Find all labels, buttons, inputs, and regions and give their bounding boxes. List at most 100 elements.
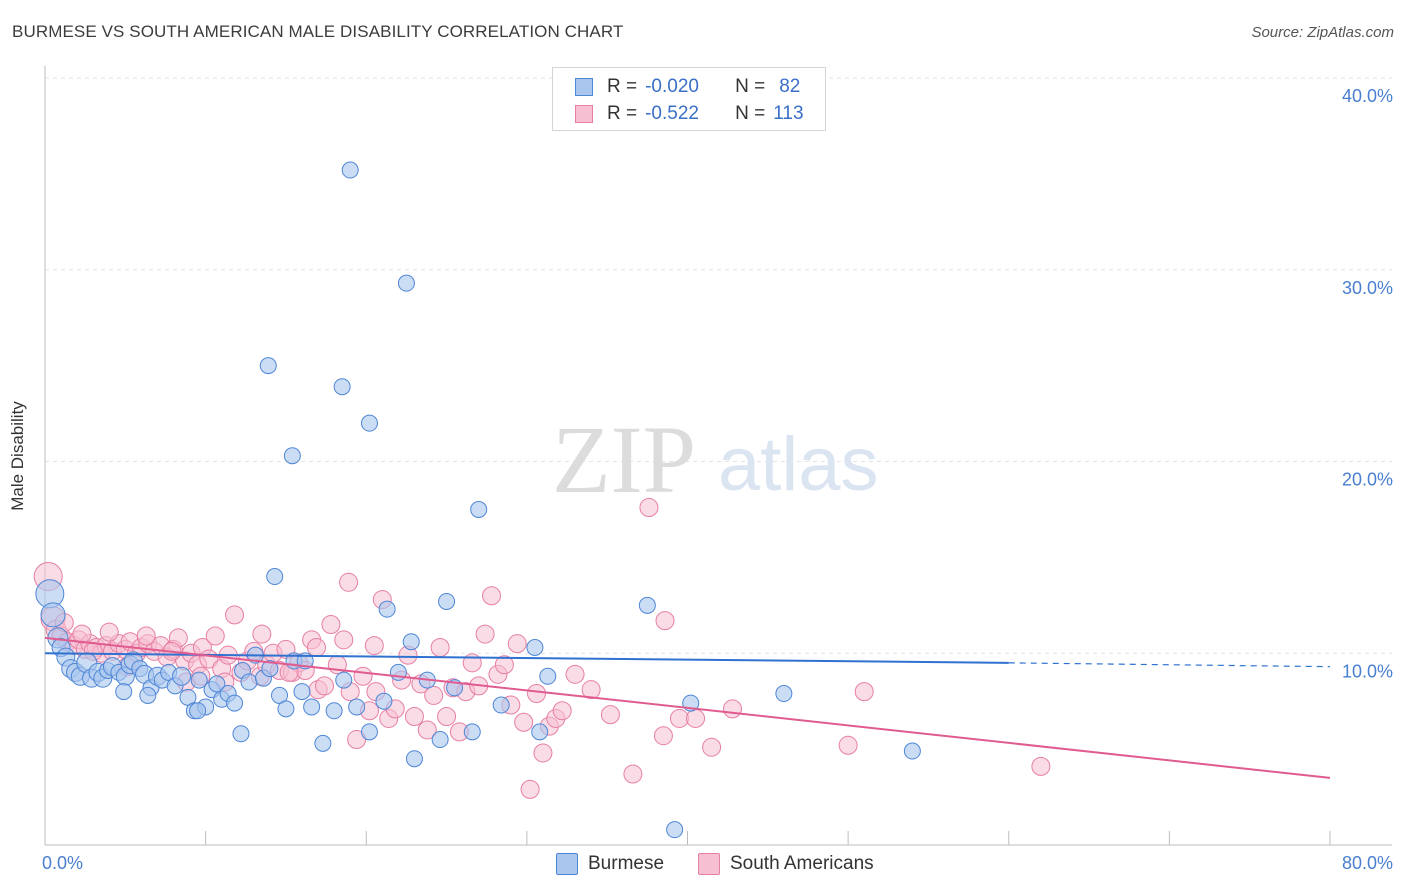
chart-title: BURMESE VS SOUTH AMERICAN MALE DISABILIT… xyxy=(12,22,624,41)
burmese-point xyxy=(431,731,449,749)
bottom-legend-burmese-label: Burmese xyxy=(588,853,665,874)
burmese-point xyxy=(389,663,407,681)
legend-row-burmese: R = -0.020 N = 82 xyxy=(575,74,800,100)
south-americans-point xyxy=(306,637,326,657)
burmese-point xyxy=(638,596,656,614)
south-americans-point xyxy=(430,637,450,657)
burmese-point xyxy=(190,671,208,689)
x-tick-label: 0.0% xyxy=(42,853,83,873)
watermark-zip: ZIP xyxy=(552,406,696,513)
burmese-point xyxy=(463,723,481,741)
burmese-point xyxy=(115,683,133,701)
south-americans-trend-line xyxy=(44,636,1331,779)
south-americans-point xyxy=(99,622,119,642)
x-tick-label: 80.0% xyxy=(1342,853,1393,873)
y-tick-label: 10.0% xyxy=(1342,661,1393,681)
south-americans-swatch xyxy=(698,853,720,875)
bottom-legend-south-americans-label: South Americans xyxy=(730,853,874,874)
south-americans-point xyxy=(639,498,659,518)
burmese-point xyxy=(232,725,250,743)
burmese-point xyxy=(903,742,921,760)
south-americans-point xyxy=(527,684,547,704)
y-tick-label: 40.0% xyxy=(1342,86,1393,106)
legend-row-south-americans: R = -0.522 N = 113 xyxy=(575,101,804,127)
south-americans-point xyxy=(334,630,354,650)
burmese-point xyxy=(283,447,301,465)
south-americans-point xyxy=(1031,756,1051,776)
burmese-swatch xyxy=(575,78,593,96)
bottom-legend-south-americans: South Americans xyxy=(698,852,874,876)
south-americans-point xyxy=(722,699,742,719)
south-americans-point xyxy=(854,682,874,702)
south-americans-point xyxy=(702,737,722,757)
burmese-point xyxy=(303,698,321,716)
south-americans-point xyxy=(653,726,673,746)
legend-n-label: N = xyxy=(735,76,766,97)
south-americans-point xyxy=(339,572,359,592)
burmese-point xyxy=(139,686,157,704)
burmese-point xyxy=(470,500,488,518)
burmese-point xyxy=(348,698,366,716)
south-americans-point xyxy=(347,730,367,750)
legend-r-value: -0.522 xyxy=(645,103,699,124)
legend-n-value: 113 xyxy=(773,103,804,124)
south-americans-point xyxy=(437,707,457,727)
burmese-point xyxy=(775,685,793,703)
burmese-point xyxy=(531,723,549,741)
watermark-atlas: atlas xyxy=(718,422,879,507)
south-americans-swatch xyxy=(575,105,593,123)
south-americans-point xyxy=(252,624,272,644)
burmese-point xyxy=(266,568,284,586)
south-americans-point xyxy=(686,708,706,728)
burmese-point xyxy=(240,673,258,691)
south-americans-point xyxy=(225,605,245,625)
burmese-point xyxy=(261,660,279,678)
axes xyxy=(44,66,1392,846)
legend-r-label: R = xyxy=(607,103,638,124)
south-americans-point xyxy=(136,626,156,646)
south-americans-point xyxy=(520,779,540,799)
south-americans-point xyxy=(623,764,643,784)
burmese-point xyxy=(438,592,456,610)
burmese-trend-extension xyxy=(1008,662,1331,668)
south-americans-point xyxy=(364,636,384,656)
burmese-point xyxy=(341,161,359,179)
burmese-point xyxy=(360,414,378,432)
south-americans-point xyxy=(514,712,534,732)
burmese-point xyxy=(208,675,226,693)
south-americans-point xyxy=(314,676,334,696)
burmese-point xyxy=(539,667,557,685)
burmese-point xyxy=(314,734,332,752)
burmese-point xyxy=(189,702,207,720)
south-americans-point xyxy=(533,743,553,763)
burmese-point xyxy=(172,666,192,686)
burmese-point xyxy=(335,671,353,689)
burmese-point xyxy=(333,378,351,396)
legend-n-value: 82 xyxy=(779,76,801,97)
south-americans-point xyxy=(494,655,514,675)
south-americans-point xyxy=(669,708,689,728)
y-tick-label: 30.0% xyxy=(1342,278,1393,298)
burmese-point xyxy=(360,723,378,741)
burmese-point xyxy=(666,821,684,839)
burmese-point xyxy=(526,638,544,656)
burmese-point xyxy=(378,600,396,618)
burmese-point xyxy=(405,750,423,768)
trend-lines xyxy=(44,636,1331,779)
south-americans-point xyxy=(581,680,601,700)
south-americans-point xyxy=(552,701,572,721)
south-americans-point xyxy=(424,685,444,705)
burmese-point xyxy=(402,633,420,651)
south-americans-point xyxy=(205,626,225,646)
burmese-point xyxy=(375,692,393,710)
south-americans-point xyxy=(655,611,675,631)
south-americans-point xyxy=(321,614,341,634)
burmese-point xyxy=(259,357,277,375)
burmese-point xyxy=(492,696,510,714)
burmese-point xyxy=(277,700,295,718)
bottom-legend-burmese: Burmese xyxy=(556,852,664,876)
burmese-swatch xyxy=(556,853,578,875)
south-americans-point xyxy=(482,586,502,606)
burmese-point xyxy=(293,683,311,701)
